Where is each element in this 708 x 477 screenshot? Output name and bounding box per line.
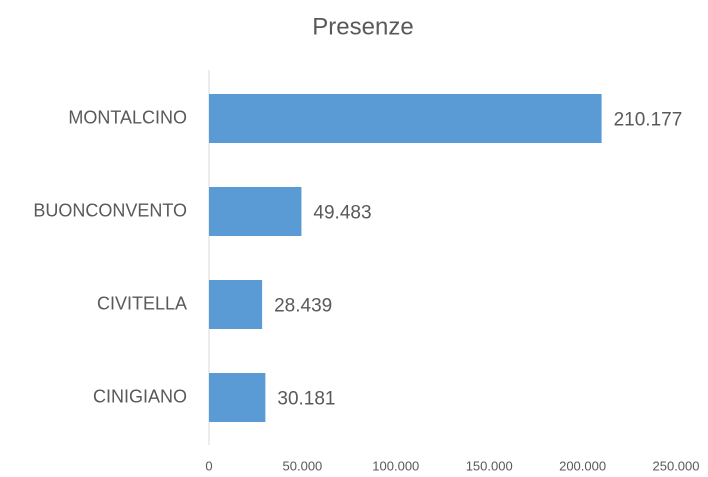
x-tick-label: 250.000: [653, 458, 700, 473]
x-tick-label: 150.000: [466, 458, 513, 473]
y-tick-label: MONTALCINO: [68, 107, 187, 127]
bar: [209, 373, 266, 422]
y-tick-label: BUONCONVENTO: [33, 200, 187, 220]
x-tick-label: 50.000: [283, 458, 323, 473]
bar: [209, 280, 263, 329]
y-tick-label: CINIGIANO: [93, 386, 187, 406]
bar: [209, 187, 302, 236]
x-tick-label: 0: [205, 458, 212, 473]
data-label: 30.181: [277, 389, 335, 410]
y-tick-label: CIVITELLA: [97, 293, 187, 313]
data-label: 49.483: [313, 203, 371, 224]
bar: [209, 94, 602, 143]
x-tick-label: 100.000: [372, 458, 419, 473]
data-label: 28.439: [274, 296, 332, 317]
data-label: 210.177: [614, 110, 683, 131]
chart-title: Presenze: [312, 13, 413, 40]
x-tick-label: 200.000: [559, 458, 606, 473]
